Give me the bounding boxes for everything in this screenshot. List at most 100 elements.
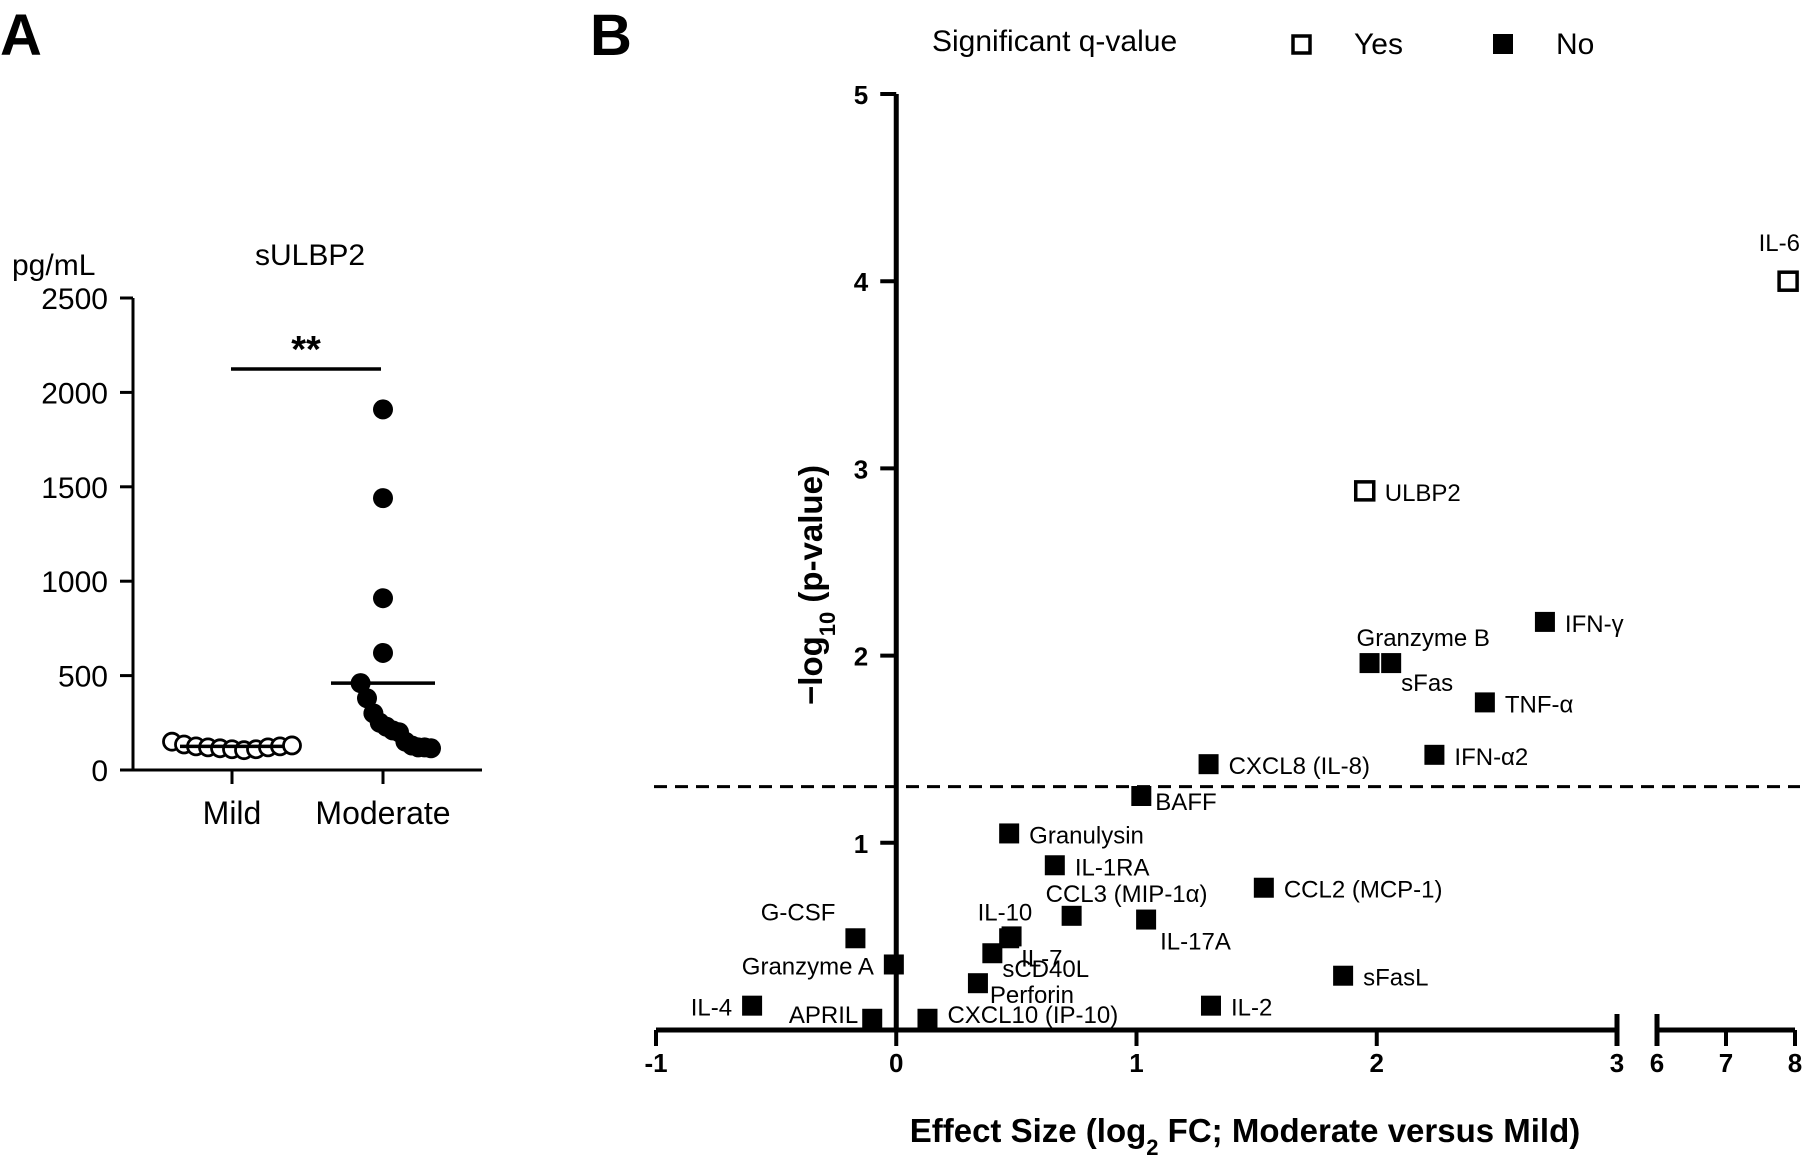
panel-a-points	[162, 399, 441, 761]
x-tick-label: 3	[1610, 1048, 1624, 1078]
y-tick-label: 3	[854, 454, 868, 484]
panel-a-ylabel: pg/mL	[12, 249, 95, 282]
point-label: IL-6	[1759, 230, 1800, 257]
data-point-not-significant	[1136, 909, 1157, 930]
point-label: sFas	[1401, 670, 1453, 697]
panel-b-xlabel: Effect Size (log2 FC; Moderate versus Mi…	[910, 1112, 1581, 1158]
point-label: Granulysin	[1029, 822, 1144, 849]
point-label: G-CSF	[761, 899, 836, 926]
panel-b: B Significant q-value Yes No 1 2 3 4 5 -1 0 1 2…	[590, 3, 1802, 1158]
point-label: sFasL	[1363, 965, 1428, 992]
point-label: IL-1RA	[1075, 854, 1150, 881]
point-label: CCL3 (MIP-1α)	[1046, 881, 1208, 908]
data-point-not-significant	[883, 954, 904, 975]
point-label: BAFF	[1155, 789, 1216, 816]
point-label: CCL2 (MCP-1)	[1284, 877, 1443, 904]
y-tick-label: 1000	[41, 566, 108, 599]
data-point-not-significant	[1333, 965, 1354, 986]
panel-b-x-axis: -1 0 1 2 3 6 7 8	[644, 1014, 1802, 1078]
data-point-not-significant	[1359, 653, 1380, 674]
point-label: Perforin	[990, 982, 1074, 1009]
data-point-moderate	[421, 738, 441, 759]
x-tick-label: 6	[1650, 1048, 1664, 1078]
legend-open-square-marker	[1291, 34, 1312, 55]
data-point-not-significant	[1474, 692, 1495, 713]
data-point-not-significant	[845, 928, 866, 949]
y-tick-label: 0	[91, 755, 108, 788]
data-point-not-significant	[1044, 855, 1065, 876]
legend-filled-square-marker	[1493, 34, 1513, 54]
point-label: CXCL8 (IL-8)	[1229, 753, 1370, 780]
point-label: Granzyme A	[742, 953, 874, 980]
data-point-not-significant	[999, 928, 1020, 949]
data-point-not-significant	[1253, 877, 1274, 898]
panel-b-label: B	[590, 3, 632, 68]
data-point-not-significant	[1534, 611, 1555, 632]
data-point-moderate	[373, 588, 393, 609]
panel-a-x-axis: Mild Moderate	[133, 768, 482, 831]
panel-b-points	[742, 270, 1799, 1029]
y-tick-label: 2000	[41, 377, 108, 410]
data-point-not-significant	[1131, 786, 1152, 806]
point-label: TNF-α	[1505, 691, 1574, 718]
y-tick-label: 500	[58, 661, 108, 694]
point-label: APRIL	[789, 1002, 858, 1029]
x-tick-label: 8	[1788, 1048, 1802, 1078]
data-point-not-significant	[1198, 754, 1219, 775]
panel-b-y-axis: 1 2 3 4 5	[854, 80, 899, 1030]
data-point-not-significant	[999, 823, 1020, 844]
panel-b-legend: Significant q-value Yes No	[932, 25, 1594, 61]
data-point-not-significant	[967, 973, 988, 994]
panel-a-title: sULBP2	[255, 239, 365, 272]
data-point-not-significant	[982, 943, 1003, 964]
panel-a-significance: **	[231, 329, 381, 371]
panel-a-y-axis: 0 500 1000 1500 2000 2500	[41, 283, 135, 788]
y-tick-label: 1500	[41, 472, 108, 505]
data-point-significant	[1353, 480, 1376, 502]
point-label: IL-2	[1231, 995, 1272, 1022]
y-tick-label: 4	[854, 267, 869, 297]
legend-label-yes: Yes	[1354, 28, 1403, 61]
panel-a: A pg/mL sULBP2 0 500 1000 1500 2000 2500 Mild…	[0, 3, 482, 831]
x-tick-label: -1	[644, 1048, 667, 1078]
data-point-significant	[1777, 270, 1799, 292]
data-point-not-significant	[1424, 744, 1445, 765]
point-label: CXCL10 (IP-10)	[947, 1002, 1118, 1029]
significance-stars: **	[291, 329, 321, 371]
x-tick-label: 1	[1129, 1048, 1143, 1078]
data-point-not-significant	[1061, 905, 1082, 926]
x-tick-label: Mild	[203, 795, 262, 831]
y-tick-label: 2	[854, 642, 868, 672]
data-point-not-significant	[742, 995, 763, 1016]
y-tick-label: 1	[854, 829, 868, 859]
legend-label-no: No	[1556, 28, 1594, 61]
x-tick-label: Moderate	[315, 795, 450, 831]
point-label: IL-17A	[1160, 929, 1231, 956]
data-point-mild	[282, 735, 302, 756]
legend-title: Significant q-value	[932, 25, 1177, 58]
panel-a-mean-lines	[180, 681, 435, 749]
y-tick-label: 2500	[41, 283, 108, 316]
x-tick-label: 7	[1719, 1048, 1733, 1078]
x-tick-label: 0	[889, 1048, 903, 1078]
point-label: IFN-γ	[1565, 611, 1624, 638]
point-label: IFN-α2	[1454, 744, 1528, 771]
data-point-not-significant	[917, 1008, 938, 1029]
point-label: Granzyme B	[1357, 625, 1490, 652]
point-label: ULBP2	[1385, 480, 1461, 507]
point-label: sCD40L	[1002, 956, 1089, 983]
x-tick-label: 2	[1370, 1048, 1384, 1078]
point-label: IL-7	[1021, 945, 1062, 972]
point-label: IL-10	[978, 899, 1033, 926]
data-point-not-significant	[862, 1008, 883, 1029]
panel-a-label: A	[0, 3, 42, 68]
data-point-moderate	[357, 688, 377, 709]
panel-b-point-labels: IL-6 ULBP2 IFN-γ Granzyme B sFas TNF-α IFN-α2 C…	[691, 230, 1800, 1029]
point-label: IL-4	[691, 995, 732, 1022]
y-tick-label: 5	[854, 80, 868, 110]
data-point-moderate	[373, 488, 393, 509]
data-point-not-significant	[1200, 995, 1221, 1016]
data-point-moderate	[373, 399, 393, 420]
panel-b-ylabel: −log10 (p-value)	[792, 465, 840, 705]
